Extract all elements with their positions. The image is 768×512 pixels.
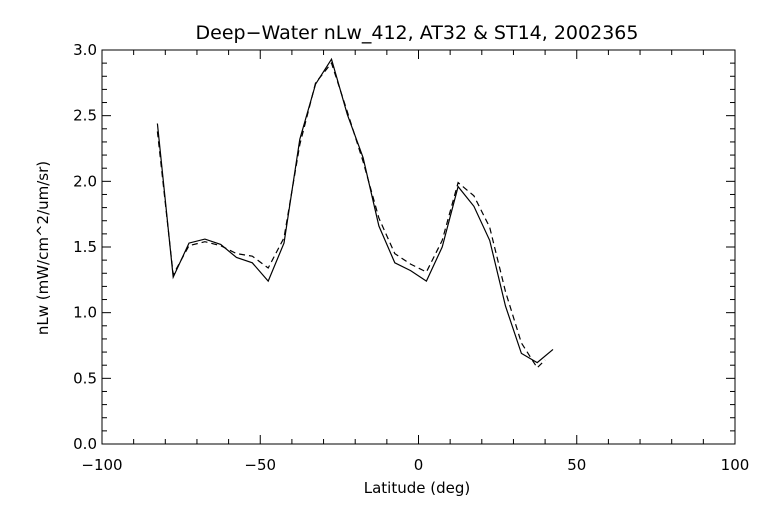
chart-title: Deep−Water nLw_412, AT32 & ST14, 2002365	[196, 22, 639, 44]
x-tick-label: 0	[414, 456, 424, 474]
y-axis-label: nLw (mW/cm^2/um/sr)	[34, 161, 52, 335]
y-tick-label: 0.5	[73, 369, 97, 387]
y-tick-label: 0.0	[73, 435, 97, 453]
y-tick-label: 1.0	[73, 304, 97, 322]
axes: −100 −50 0 50 100 0.0 0.5 1.0 1.5 2.0 2.5 3.0	[73, 41, 749, 474]
x-tick-label: 50	[567, 456, 586, 474]
y-tick-label: 2.5	[73, 107, 97, 125]
series-line-solid	[156, 57, 554, 364]
y-tick-label: 1.5	[73, 238, 97, 256]
y-tick-label: 3.0	[73, 41, 97, 59]
series-line-dashed	[156, 61, 546, 369]
x-tick-label: 100	[721, 456, 750, 474]
series-group	[156, 57, 554, 369]
plot-frame	[101, 49, 736, 445]
x-tick-label: −50	[244, 456, 276, 474]
y-tick-label: 2.0	[73, 172, 97, 190]
x-tick-label: −100	[81, 456, 122, 474]
x-axis-label: Latitude (deg)	[364, 479, 470, 497]
